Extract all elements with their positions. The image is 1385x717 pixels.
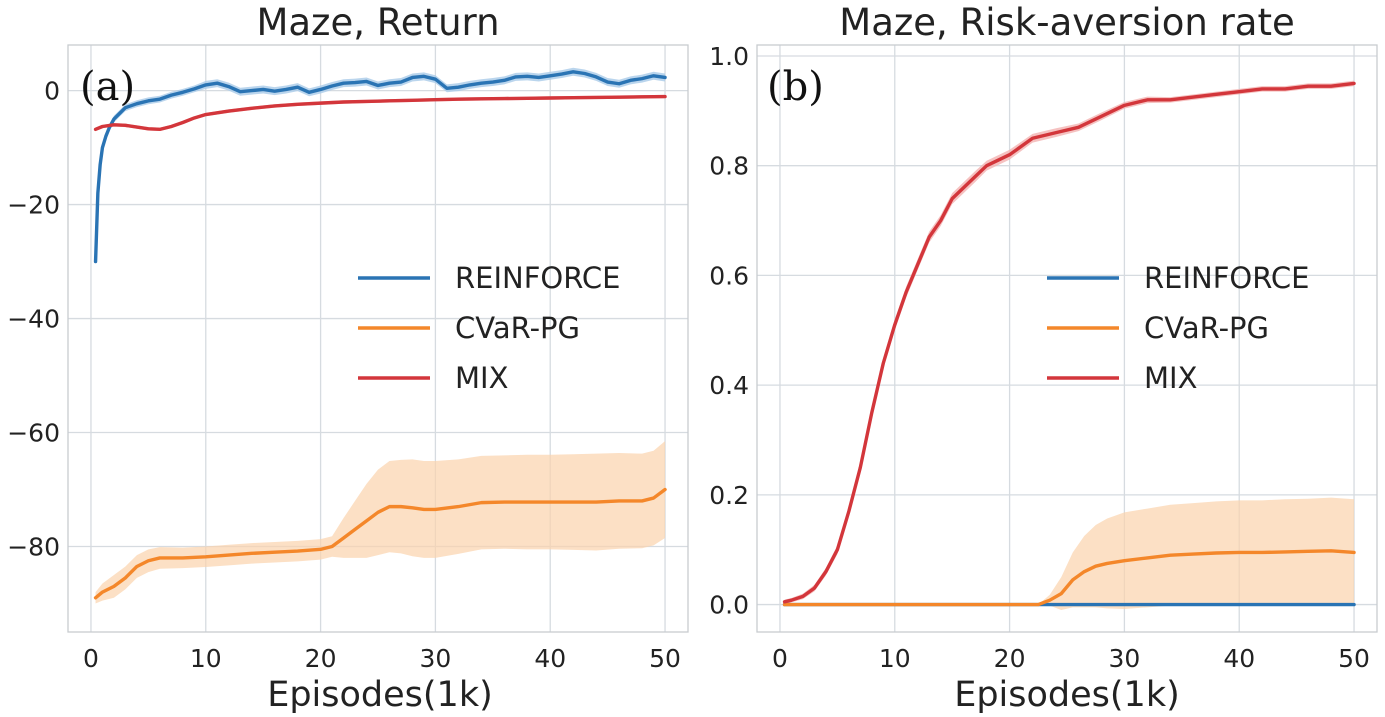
- y-tick-label: 0: [44, 77, 60, 106]
- y-tick-label: 1.0: [709, 42, 749, 71]
- y-tick-label: −20: [7, 191, 60, 220]
- panel-label: (b): [767, 64, 824, 110]
- plot-frame: [756, 44, 1378, 633]
- panel-b-risk-aversion: Maze, Risk-aversion rate 0 10 20 30 40 500.00…: [709, 1, 1378, 715]
- x-tick-label: 30: [420, 644, 452, 673]
- y-tick-label: −60: [7, 419, 60, 448]
- chart-title: Maze, Risk-aversion rate: [839, 1, 1294, 44]
- grid: [68, 45, 688, 632]
- tick-labels: 0 10 20 30 40 50 0.0 0.2 0.4 0.6 0.8 1.0: [709, 42, 1370, 673]
- x-tick-label: 20: [305, 644, 337, 673]
- y-tick-label: 0.2: [709, 481, 749, 510]
- x-tick-label: 40: [1223, 644, 1255, 673]
- x-tick-label: 50: [649, 644, 681, 673]
- x-tick-label: 10: [879, 644, 911, 673]
- x-tick-label: 0: [772, 644, 788, 673]
- legend-label-cvar-pg: CVaR-PG: [455, 311, 580, 345]
- line-cvar-pg: [782, 549, 1356, 607]
- legend-label-mix: MIX: [455, 361, 508, 395]
- legend-label-reinforce: REINFORCE: [1144, 261, 1310, 295]
- series-lines: [93, 70, 667, 600]
- line-reinforce: [93, 70, 667, 264]
- x-tick-label: 10: [190, 644, 222, 673]
- panel-label: (a): [80, 64, 135, 110]
- confidence-bands: [784, 80, 1355, 611]
- y-tick-label: 0.8: [709, 152, 749, 181]
- x-tick-label: 30: [1109, 644, 1141, 673]
- x-axis-label: Episodes(1k): [267, 675, 493, 715]
- x-tick-label: 50: [1338, 644, 1370, 673]
- x-tick-label: 20: [994, 644, 1026, 673]
- y-tick-label: 0.0: [709, 591, 749, 620]
- band-cvar-pg: [784, 497, 1355, 611]
- legend: REINFORCE CVaR-PG MIX: [1047, 261, 1310, 395]
- line-mix: [782, 81, 1356, 604]
- tick-labels: 0 10 20 30 40 50 0 −20 −40 −60 −80: [7, 77, 681, 673]
- x-axis-label: Episodes(1k): [954, 675, 1180, 715]
- y-tick-label: −80: [7, 533, 60, 562]
- legend: REINFORCE CVaR-PG MIX: [358, 261, 621, 395]
- line-mix: [93, 94, 667, 132]
- series-lines: [782, 81, 1356, 607]
- line-cvar-pg: [93, 487, 667, 600]
- legend-label-reinforce: REINFORCE: [455, 261, 621, 295]
- x-tick-label: 0: [83, 644, 99, 673]
- y-tick-label: −40: [7, 305, 60, 334]
- legend-label-mix: MIX: [1144, 361, 1197, 395]
- legend-label-cvar-pg: CVaR-PG: [1144, 311, 1269, 345]
- y-tick-label: 0.6: [709, 261, 749, 290]
- y-tick-label: 0.4: [709, 371, 749, 400]
- plot-frame: [67, 44, 689, 633]
- band-cvar-pg: [95, 441, 666, 604]
- chart-title: Maze, Return: [256, 1, 499, 44]
- panel-a-return: Maze, Return 0 10 20 30 40 50 0 −20 −40 −60 −80 (a…: [7, 1, 689, 715]
- x-tick-label: 40: [534, 644, 566, 673]
